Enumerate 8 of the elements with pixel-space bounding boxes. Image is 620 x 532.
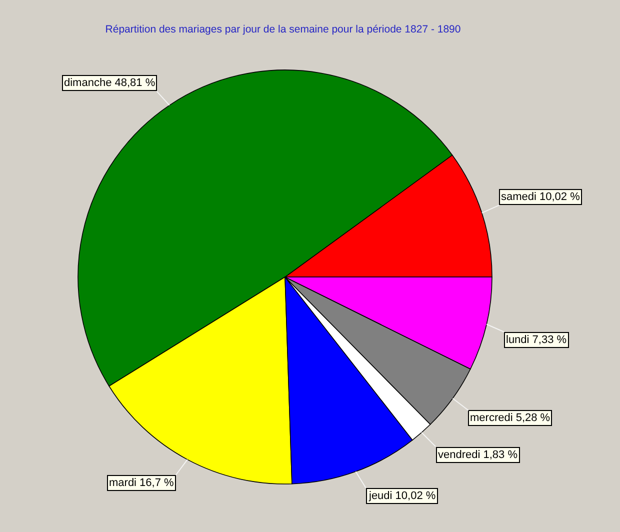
slice-label: jeudi 10,02 % xyxy=(368,490,436,502)
slice-label: lundi 7,33 % xyxy=(506,334,567,346)
slice-label: samedi 10,02 % xyxy=(501,191,580,203)
chart-title: Répartition des mariages par jour de la semaine pour la période 1827 - 1890 xyxy=(105,24,461,36)
slice-label: vendredi 1,83 % xyxy=(438,449,518,461)
slice-label: dimanche 48,81 % xyxy=(64,77,156,89)
slice-label: mardi 16,7 % xyxy=(109,477,174,489)
slice-label: mercredi 5,28 % xyxy=(470,412,550,424)
